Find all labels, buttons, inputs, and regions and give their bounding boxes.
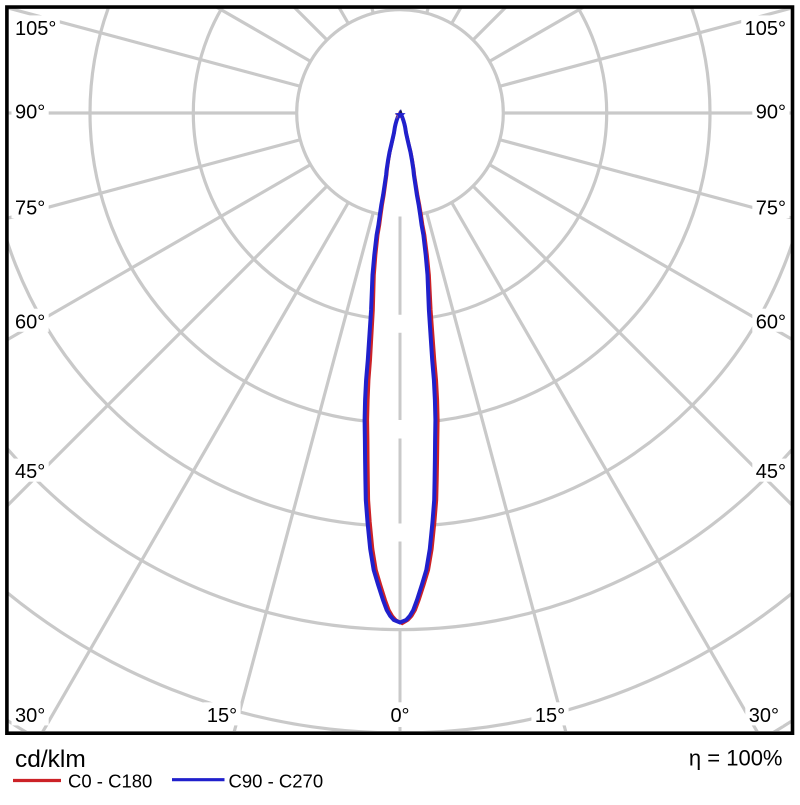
svg-text:60°: 60°	[756, 311, 786, 333]
svg-text:75°: 75°	[15, 198, 45, 220]
svg-text:105°: 105°	[745, 18, 786, 40]
svg-text:η = 100%: η = 100%	[689, 745, 783, 770]
svg-text:30°: 30°	[15, 705, 45, 727]
svg-text:15°: 15°	[207, 705, 237, 727]
svg-text:C0 - C180: C0 - C180	[68, 771, 152, 792]
svg-text:90°: 90°	[15, 102, 45, 124]
svg-text:45°: 45°	[756, 461, 786, 483]
svg-text:15°: 15°	[535, 705, 565, 727]
svg-text:0°: 0°	[390, 705, 409, 727]
svg-text:45°: 45°	[15, 461, 45, 483]
svg-text:75°: 75°	[756, 198, 786, 220]
svg-text:30°: 30°	[749, 705, 779, 727]
svg-text:C90 - C270: C90 - C270	[229, 771, 324, 792]
svg-text:cd/klm: cd/klm	[15, 746, 86, 773]
svg-text:90°: 90°	[756, 102, 786, 124]
svg-text:60°: 60°	[15, 311, 45, 333]
svg-text:105°: 105°	[15, 18, 56, 40]
